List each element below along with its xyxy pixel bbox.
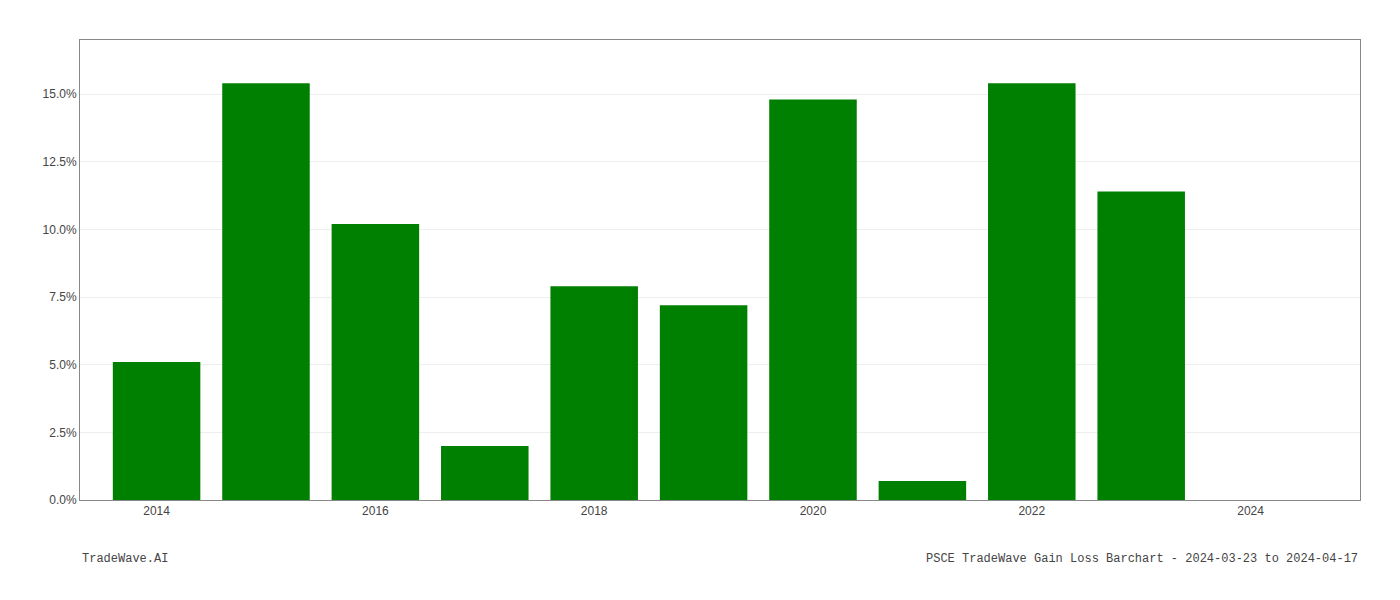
svg-text:12.5%: 12.5% xyxy=(43,155,77,169)
svg-text:2018: 2018 xyxy=(581,504,608,518)
svg-text:2016: 2016 xyxy=(362,504,389,518)
svg-text:5.0%: 5.0% xyxy=(49,358,77,372)
svg-text:7.5%: 7.5% xyxy=(49,290,77,304)
svg-text:2.5%: 2.5% xyxy=(49,426,77,440)
svg-text:2022: 2022 xyxy=(1018,504,1045,518)
svg-text:PSCE TradeWave Gain Loss Barch: PSCE TradeWave Gain Loss Barchart - 2024… xyxy=(926,552,1358,566)
svg-text:0.0%: 0.0% xyxy=(49,493,77,507)
svg-text:TradeWave.AI: TradeWave.AI xyxy=(82,552,168,566)
svg-text:2024: 2024 xyxy=(1237,504,1264,518)
svg-text:2020: 2020 xyxy=(800,504,827,518)
svg-text:10.0%: 10.0% xyxy=(43,223,77,237)
svg-text:15.0%: 15.0% xyxy=(43,87,77,101)
svg-text:2014: 2014 xyxy=(143,504,170,518)
